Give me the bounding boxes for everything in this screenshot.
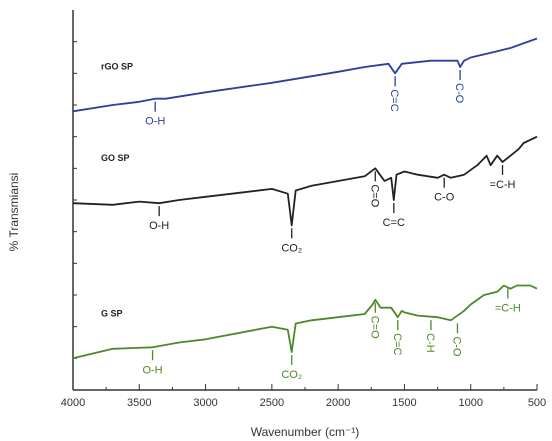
x-tick-label: 2500 [260,397,284,409]
annotation-label: O-H [149,220,169,232]
annotation-label: C-H [424,333,436,353]
annotation-label: O-H [142,364,162,376]
annotation-label: C=C [388,89,400,111]
x-axis-label: Wavenumber (cm⁻¹) [251,425,360,439]
annotation-label: =C-H [490,179,516,191]
x-tick-label: 500 [528,397,546,409]
series-label: rGO SP [101,61,133,71]
annotation-label: C=O [368,184,380,207]
annotation-label: C=O [368,316,380,339]
annotation-label: C-O [450,336,462,357]
annotation-label: C-O [434,192,455,204]
y-axis-label: % Transmiansi [7,173,21,252]
series-layer: rGO SP GO SP G SP [72,37,538,360]
annotation-label: C-O [453,83,465,104]
series-label: G SP [101,308,123,318]
x-tick-label: 1500 [392,397,416,409]
series-label: GO SP [101,153,130,163]
annotation-label: CO₂ [281,369,302,381]
chart-axes: 4000 3500 3000 2500 2000 1500 1000 500 [61,10,546,409]
annotation-label: O-H [145,116,165,128]
annotation-label: =C-H [495,303,521,315]
annotation-label: CO₂ [281,242,302,254]
x-tick-label: 1000 [458,397,482,409]
annotation-label: C=C [391,333,403,355]
x-tick-label: 2000 [326,397,350,409]
series-line-go-sp [72,135,538,227]
x-tick-label: 3000 [193,397,217,409]
x-tick-label: 3500 [127,397,151,409]
x-tick-label: 4000 [61,397,85,409]
series-line-g-sp [72,284,538,360]
series-line-rgo-sp [72,37,538,113]
annotation-label: C=C [383,217,405,229]
